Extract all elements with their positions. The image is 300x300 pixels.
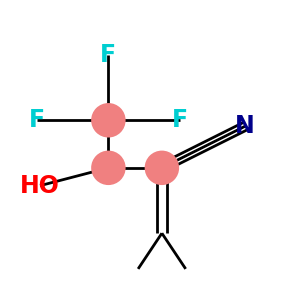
Text: F: F — [100, 43, 116, 67]
Text: N: N — [235, 114, 255, 138]
Circle shape — [91, 103, 126, 137]
Text: F: F — [29, 108, 45, 132]
Circle shape — [145, 151, 179, 185]
Text: HO: HO — [20, 174, 60, 198]
Circle shape — [91, 151, 126, 185]
Text: F: F — [172, 108, 188, 132]
